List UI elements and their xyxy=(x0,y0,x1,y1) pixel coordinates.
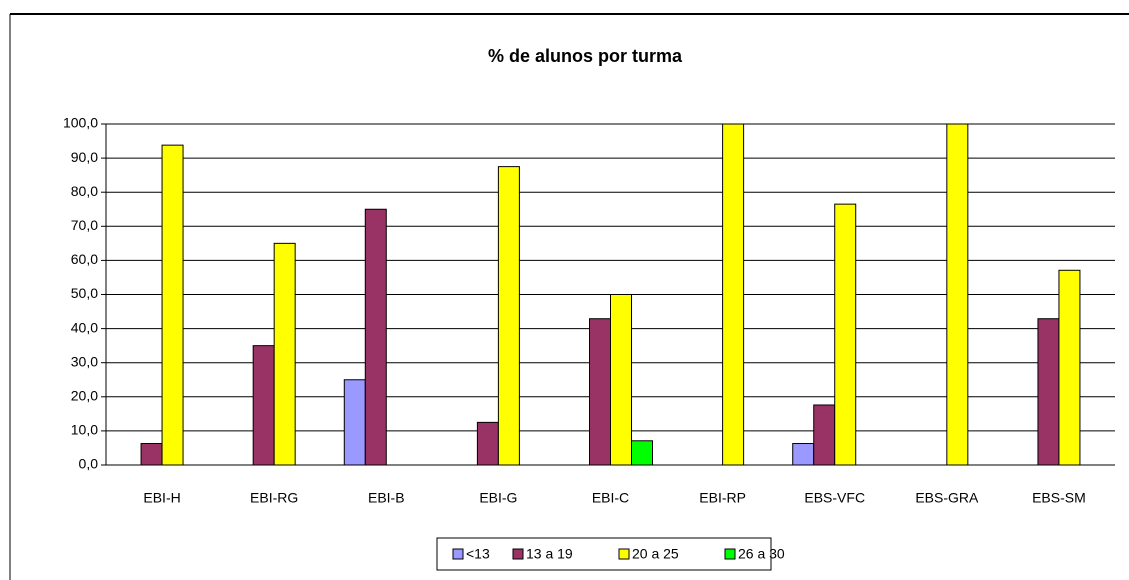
x-tick-label: EBI-B xyxy=(368,490,405,506)
x-tick-label: EBI-RG xyxy=(250,490,298,506)
bar xyxy=(364,208,387,466)
bar xyxy=(792,443,815,466)
y-tick-label: 90,0 xyxy=(71,149,98,165)
bar xyxy=(722,123,745,466)
x-tick-label: EBI-G xyxy=(479,490,517,506)
y-tick-label: 50,0 xyxy=(71,285,98,301)
legend-swatch xyxy=(618,548,630,560)
y-tick-label: 0,0 xyxy=(79,456,99,472)
x-tick-label: EBS-SM xyxy=(1032,490,1086,506)
bar xyxy=(140,443,163,466)
legend-box xyxy=(436,537,772,571)
bar xyxy=(343,379,366,466)
bar xyxy=(252,345,275,466)
x-tick-label: EBI-H xyxy=(143,490,180,506)
y-tick-label: 70,0 xyxy=(71,217,98,233)
legend-swatch xyxy=(452,548,464,560)
x-tick-label: EBI-C xyxy=(592,490,629,506)
bar xyxy=(631,440,653,466)
y-tick-label: 100,0 xyxy=(63,115,98,131)
bar xyxy=(946,123,969,466)
bar xyxy=(589,318,611,466)
bar xyxy=(161,144,184,466)
legend-swatch xyxy=(724,548,736,560)
bar xyxy=(497,166,520,466)
y-tick-label: 10,0 xyxy=(71,422,98,438)
y-tick-label: 40,0 xyxy=(71,319,98,335)
bar xyxy=(1037,318,1060,466)
bar xyxy=(476,421,499,466)
legend-swatch xyxy=(512,548,524,560)
bar xyxy=(1058,269,1081,466)
x-tick-label: EBS-GRA xyxy=(915,490,979,506)
bar xyxy=(610,294,632,466)
y-tick-label: 30,0 xyxy=(71,353,98,369)
bar xyxy=(834,203,857,466)
legend-label: 13 a 19 xyxy=(526,546,573,562)
y-tick-label: 80,0 xyxy=(71,183,98,199)
bar xyxy=(813,404,836,466)
y-tick-label: 20,0 xyxy=(71,388,98,404)
y-tick-label: 60,0 xyxy=(71,251,98,267)
x-tick-label: EBI-RP xyxy=(699,490,746,506)
chart-title: % de alunos por turma xyxy=(488,46,683,66)
legend-label: 20 a 25 xyxy=(632,546,679,562)
x-tick-label: EBS-VFC xyxy=(804,490,865,506)
legend-label: 26 a 30 xyxy=(738,546,785,562)
bar xyxy=(273,242,296,466)
legend-label: <13 xyxy=(466,546,490,562)
